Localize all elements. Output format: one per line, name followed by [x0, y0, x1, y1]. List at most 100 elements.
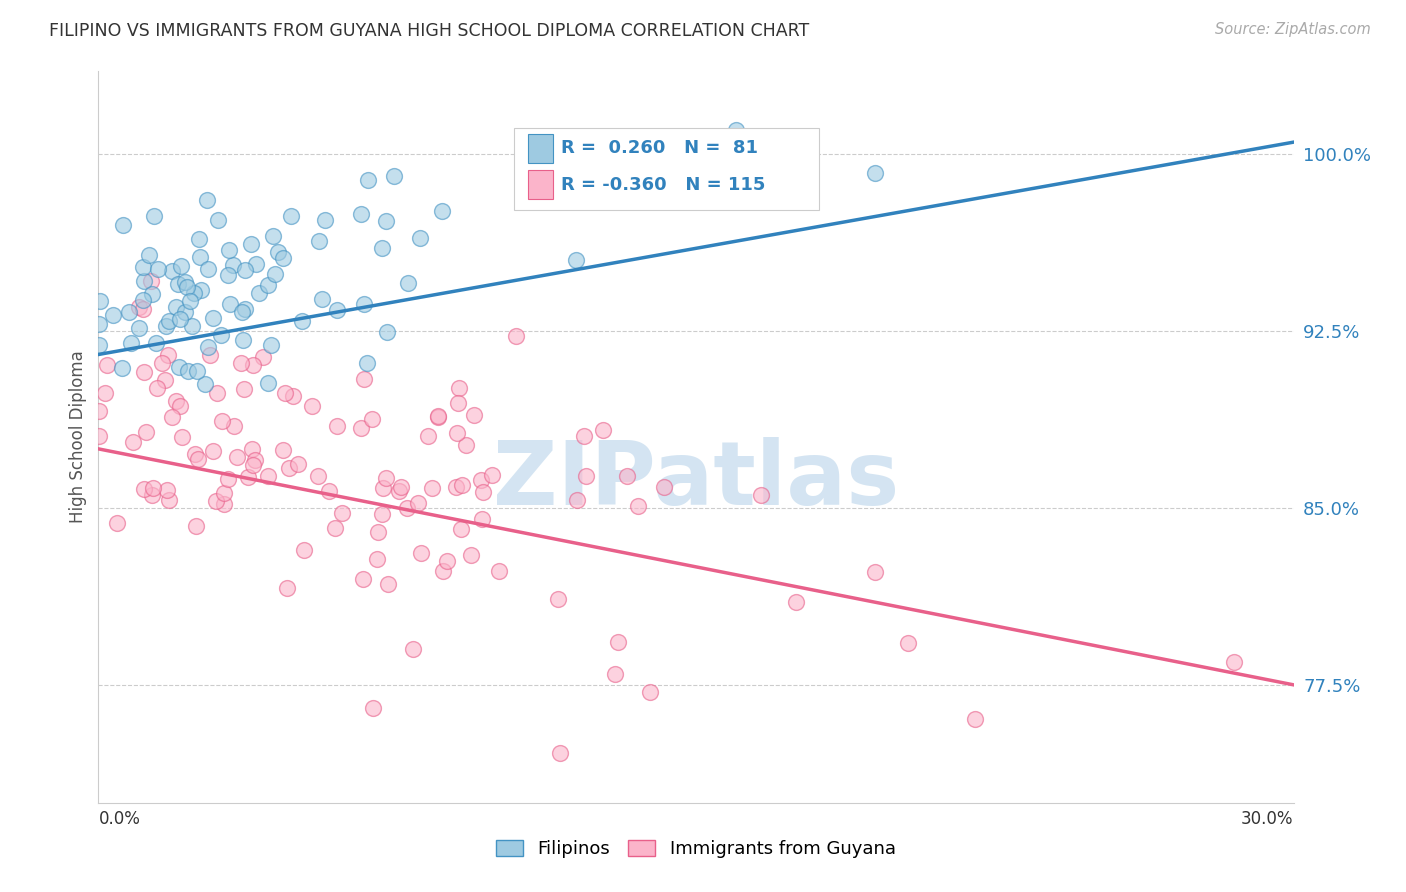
Point — [262, 228, 284, 243]
Point — [638, 684, 661, 698]
Point — [371, 241, 394, 255]
Point — [217, 268, 239, 283]
Point — [436, 554, 458, 568]
Point — [375, 214, 398, 228]
Point — [389, 480, 412, 494]
Point — [135, 425, 157, 440]
Point — [187, 452, 209, 467]
Point — [409, 231, 432, 245]
Point — [274, 386, 297, 401]
Point — [177, 364, 200, 378]
Point — [155, 318, 177, 333]
Point — [112, 218, 135, 232]
Point — [150, 356, 173, 370]
Point — [202, 443, 225, 458]
Point — [271, 443, 294, 458]
Point — [190, 283, 212, 297]
Point — [231, 304, 253, 318]
Point — [146, 381, 169, 395]
Point — [276, 582, 298, 596]
Point — [426, 410, 449, 425]
Point — [406, 496, 429, 510]
Point — [367, 524, 389, 539]
Point — [207, 213, 229, 227]
Point — [120, 335, 142, 350]
Point — [1223, 655, 1246, 669]
Point — [361, 411, 384, 425]
Text: 0.0%: 0.0% — [98, 810, 141, 828]
Point — [963, 712, 986, 726]
Point — [301, 399, 323, 413]
Point — [627, 500, 650, 514]
Point — [179, 293, 201, 308]
Point — [256, 469, 278, 483]
Point — [197, 262, 219, 277]
Point — [89, 293, 111, 308]
Point — [330, 506, 353, 520]
Point — [176, 279, 198, 293]
Point — [240, 237, 263, 252]
Point — [184, 518, 207, 533]
Point — [749, 488, 772, 502]
Point — [481, 468, 503, 483]
Point — [257, 376, 280, 390]
Point — [169, 311, 191, 326]
Point — [138, 248, 160, 262]
Point — [105, 516, 128, 531]
Point — [242, 458, 264, 472]
Point — [308, 234, 330, 248]
Point — [87, 337, 110, 351]
Point — [186, 364, 208, 378]
Text: Source: ZipAtlas.com: Source: ZipAtlas.com — [1215, 22, 1371, 37]
Point — [170, 259, 193, 273]
Point — [366, 552, 388, 566]
Point — [450, 477, 472, 491]
Point — [592, 423, 614, 437]
Point — [371, 507, 394, 521]
Point — [166, 277, 188, 292]
Point — [236, 470, 259, 484]
Point — [198, 348, 221, 362]
Point — [232, 382, 254, 396]
Point — [318, 484, 340, 499]
Point — [375, 325, 398, 339]
Point — [132, 293, 155, 308]
Point — [353, 296, 375, 310]
Point — [121, 435, 143, 450]
Point — [157, 493, 180, 508]
Point — [132, 260, 155, 274]
Point — [247, 285, 270, 300]
Point — [292, 543, 315, 558]
Point — [134, 482, 156, 496]
Point — [605, 666, 627, 681]
Point — [153, 373, 176, 387]
Point — [87, 317, 110, 331]
Legend: Filipinos, Immigrants from Guyana: Filipinos, Immigrants from Guyana — [486, 830, 905, 867]
Point — [156, 348, 179, 362]
Point — [548, 746, 571, 760]
Point — [388, 483, 411, 498]
Point — [166, 393, 188, 408]
Point — [229, 356, 252, 370]
Point — [572, 429, 595, 443]
Point — [263, 267, 285, 281]
Point — [565, 493, 588, 508]
Point — [349, 421, 371, 435]
Text: 30.0%: 30.0% — [1241, 810, 1294, 828]
Point — [87, 429, 110, 443]
Point — [396, 277, 419, 291]
Point — [169, 399, 191, 413]
Point — [375, 471, 398, 485]
Point — [240, 442, 263, 456]
Point — [456, 438, 478, 452]
Point — [314, 212, 336, 227]
Point — [897, 635, 920, 649]
Point — [169, 359, 191, 374]
Point — [87, 404, 110, 418]
Point — [280, 209, 302, 223]
Point — [450, 522, 472, 536]
Point — [165, 301, 187, 315]
Point — [446, 426, 468, 441]
Point — [233, 301, 256, 316]
Point — [411, 546, 433, 560]
